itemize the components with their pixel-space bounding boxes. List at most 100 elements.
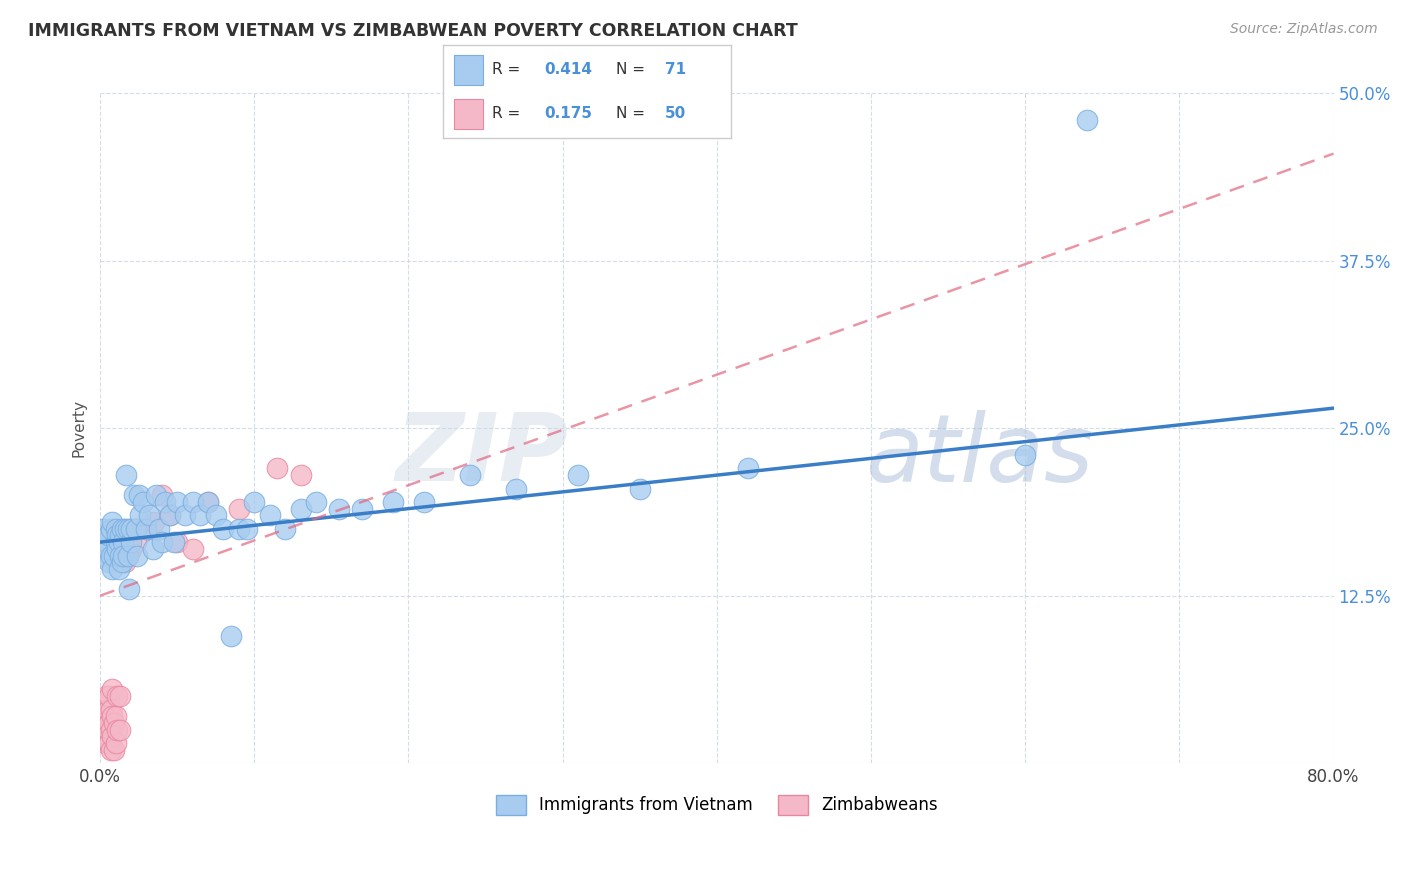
Point — [96, 729, 118, 743]
Point — [112, 535, 135, 549]
Point — [197, 495, 219, 509]
Point — [104, 535, 127, 549]
Point — [128, 488, 150, 502]
Point — [97, 723, 120, 737]
Point — [98, 715, 121, 730]
Point — [105, 541, 128, 556]
Point — [111, 522, 134, 536]
Point — [94, 715, 117, 730]
Text: IMMIGRANTS FROM VIETNAM VS ZIMBABWEAN POVERTY CORRELATION CHART: IMMIGRANTS FROM VIETNAM VS ZIMBABWEAN PO… — [28, 22, 797, 40]
Point — [94, 549, 117, 563]
Point — [104, 709, 127, 723]
Point — [1014, 448, 1036, 462]
Point — [145, 488, 167, 502]
Point — [108, 689, 131, 703]
Point — [122, 488, 145, 502]
Point — [143, 515, 166, 529]
Point — [100, 702, 122, 716]
Point — [567, 468, 589, 483]
Point — [115, 549, 138, 563]
Point — [94, 736, 117, 750]
Legend: Immigrants from Vietnam, Zimbabweans: Immigrants from Vietnam, Zimbabweans — [489, 789, 945, 822]
Point — [94, 696, 117, 710]
Point — [104, 522, 127, 536]
Point — [108, 723, 131, 737]
Text: N =: N = — [616, 106, 650, 121]
Point — [111, 555, 134, 569]
Point — [150, 535, 173, 549]
Point — [120, 535, 142, 549]
Point — [290, 501, 312, 516]
Bar — [454, 99, 484, 129]
Point — [103, 549, 125, 563]
Point — [124, 535, 146, 549]
Point — [120, 541, 142, 556]
Point — [103, 715, 125, 730]
Point — [174, 508, 197, 523]
Point — [101, 709, 124, 723]
Point — [117, 522, 139, 536]
Point — [737, 461, 759, 475]
Point — [135, 522, 157, 536]
Point — [101, 729, 124, 743]
Point — [135, 522, 157, 536]
Point — [104, 736, 127, 750]
Text: atlas: atlas — [865, 409, 1092, 500]
Point — [114, 555, 136, 569]
Point — [328, 501, 350, 516]
Point — [1076, 113, 1098, 128]
Point — [117, 549, 139, 563]
Point — [228, 501, 250, 516]
Point — [112, 549, 135, 563]
Point — [188, 508, 211, 523]
Point — [101, 682, 124, 697]
Point — [352, 501, 374, 516]
Point — [91, 723, 114, 737]
Y-axis label: Poverty: Poverty — [72, 400, 86, 458]
Point — [132, 495, 155, 509]
Point — [97, 736, 120, 750]
Point — [107, 535, 129, 549]
Point — [153, 495, 176, 509]
Point — [96, 535, 118, 549]
Point — [98, 555, 121, 569]
Point — [101, 515, 124, 529]
Text: N =: N = — [616, 62, 650, 78]
Point — [112, 549, 135, 563]
Point — [181, 541, 204, 556]
Point — [115, 468, 138, 483]
Point — [90, 709, 112, 723]
Point — [382, 495, 405, 509]
Point — [111, 549, 134, 563]
Point — [96, 709, 118, 723]
Text: Source: ZipAtlas.com: Source: ZipAtlas.com — [1230, 22, 1378, 37]
Text: 50: 50 — [665, 106, 686, 121]
Point — [148, 522, 170, 536]
Point — [274, 522, 297, 536]
Point — [305, 495, 328, 509]
Point — [91, 702, 114, 716]
Point — [122, 522, 145, 536]
Text: ZIP: ZIP — [396, 409, 569, 501]
Point — [166, 495, 188, 509]
Point — [628, 482, 651, 496]
Point — [97, 541, 120, 556]
Point — [163, 535, 186, 549]
Point — [127, 549, 149, 563]
Point — [235, 522, 257, 536]
Point — [259, 508, 281, 523]
Point — [108, 528, 131, 542]
Point — [159, 508, 181, 523]
Point — [91, 522, 114, 536]
Point — [266, 461, 288, 475]
Point — [150, 488, 173, 502]
Text: R =: R = — [492, 106, 524, 121]
Point — [108, 549, 131, 563]
Point — [159, 508, 181, 523]
Point — [166, 535, 188, 549]
Point — [128, 522, 150, 536]
Point — [103, 743, 125, 757]
Point — [98, 689, 121, 703]
Point — [114, 522, 136, 536]
Point — [97, 702, 120, 716]
